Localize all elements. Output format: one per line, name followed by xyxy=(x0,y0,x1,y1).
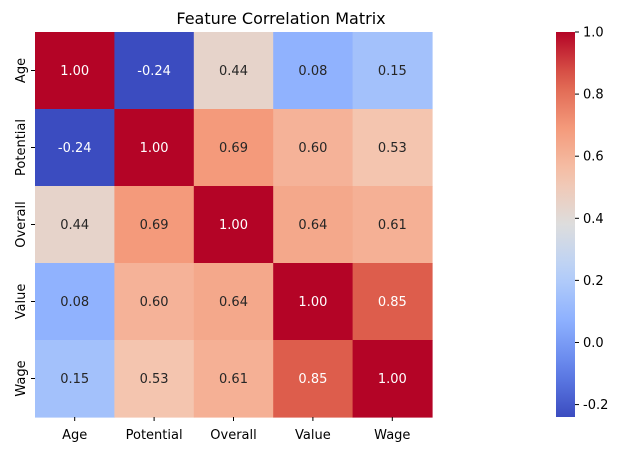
colorbar-gradient xyxy=(556,32,575,417)
cell-value-label: 0.08 xyxy=(298,64,327,79)
cell-value-label: 0.08 xyxy=(60,295,89,310)
heatmap-cell-overall-potential xyxy=(114,186,195,264)
cell-value-label: 0.64 xyxy=(219,295,248,310)
heatmap-cell-value-value xyxy=(273,263,354,341)
cell-value-label: 0.69 xyxy=(140,218,169,233)
heatmap-cell-potential-potential xyxy=(114,109,195,187)
x-tick-label: Value xyxy=(295,428,331,443)
heatmap-cell-value-overall xyxy=(193,263,274,341)
x-tick-label: Wage xyxy=(374,428,410,443)
cell-value-labels: 1.00 -0.24 0.44 0.08 0.15 -0.24 1.00 0.69 0.60 0.… xyxy=(58,64,407,387)
cell-value-label: 0.44 xyxy=(219,64,248,79)
cell-value-label: 0.44 xyxy=(60,218,89,233)
heatmap-cell-wage-age xyxy=(35,340,115,418)
colorbar-tick-label: 1.0 xyxy=(583,26,604,41)
colorbar-tick-label: 0.4 xyxy=(583,212,604,227)
heatmap-cell-age-age xyxy=(35,32,115,110)
cell-value-label: 1.00 xyxy=(60,64,89,79)
heatmap-cell-value-age xyxy=(35,263,115,341)
cell-value-label: -0.24 xyxy=(58,141,92,156)
heatmap-cell-wage-overall xyxy=(193,340,274,418)
cell-value-label: 0.64 xyxy=(298,218,327,233)
heatmap-cell-age-value xyxy=(273,32,354,110)
title-layer: Feature Correlation Matrix xyxy=(176,9,385,28)
cell-value-label: 0.60 xyxy=(298,141,327,156)
cell-value-label: 0.85 xyxy=(378,295,407,310)
colorbar-tick-label: 0.8 xyxy=(583,88,604,103)
cell-value-label: 0.69 xyxy=(219,141,248,156)
cell-value-label: 0.60 xyxy=(140,295,169,310)
heatmap-cell-overall-age xyxy=(35,186,115,264)
y-tick-label: Wage xyxy=(14,360,29,396)
cell-value-label: -0.24 xyxy=(137,64,171,79)
colorbar-tick-label: 0.6 xyxy=(583,150,604,165)
cell-value-label: 1.00 xyxy=(140,141,169,156)
cell-value-label: 0.61 xyxy=(219,372,248,387)
heatmap-cell-overall-value xyxy=(273,186,354,264)
heatmap-cell-age-potential xyxy=(114,32,195,110)
cell-value-label: 1.00 xyxy=(378,372,407,387)
x-tick-label: Age xyxy=(62,428,87,443)
cell-value-label: 0.15 xyxy=(60,372,89,387)
y-tick-label: Value xyxy=(14,284,29,320)
colorbar: -0.2 0.0 0.2 0.4 0.6 0.8 1.0 xyxy=(556,26,608,417)
heatmap-cell-potential-age xyxy=(35,109,115,187)
y-tick-label: Potential xyxy=(14,119,29,176)
heatmap-cell-overall-overall xyxy=(193,186,274,264)
heatmap-cell-wage-potential xyxy=(114,340,195,418)
heatmap-cell-age-overall xyxy=(193,32,274,110)
x-tick-label: Potential xyxy=(126,428,183,443)
heatmap-cell-potential-value xyxy=(273,109,354,187)
cell-value-label: 0.15 xyxy=(378,64,407,79)
heatmap-cell-potential-wage xyxy=(352,109,433,187)
y-tick-label: Overall xyxy=(14,201,29,247)
y-tick-label: Age xyxy=(14,58,29,83)
cell-value-label: 0.53 xyxy=(140,372,169,387)
chart-title: Feature Correlation Matrix xyxy=(176,9,385,28)
cell-value-label: 1.00 xyxy=(219,218,248,233)
heatmap-cell-wage-value xyxy=(273,340,354,418)
cell-value-label: 0.53 xyxy=(378,141,407,156)
heatmap-cell-wage-wage xyxy=(352,340,433,418)
cell-value-label: 0.61 xyxy=(378,218,407,233)
heatmap-cells xyxy=(35,32,433,418)
heatmap-cell-potential-overall xyxy=(193,109,274,187)
heatmap-cell-age-wage xyxy=(352,32,433,110)
heatmap-cell-value-potential xyxy=(114,263,195,341)
x-tick-label: Overall xyxy=(210,428,256,443)
colorbar-tick-label: 0.0 xyxy=(583,336,604,351)
heatmap-cell-overall-wage xyxy=(352,186,433,264)
cell-value-label: 1.00 xyxy=(298,295,327,310)
heatmap-cell-value-wage xyxy=(352,263,433,341)
axes: Age Potential Overall Value Wage Age Potential… xyxy=(14,58,410,443)
colorbar-tick-label: 0.2 xyxy=(583,274,604,289)
colorbar-tick-label: -0.2 xyxy=(583,398,608,413)
cell-value-label: 0.85 xyxy=(298,372,327,387)
